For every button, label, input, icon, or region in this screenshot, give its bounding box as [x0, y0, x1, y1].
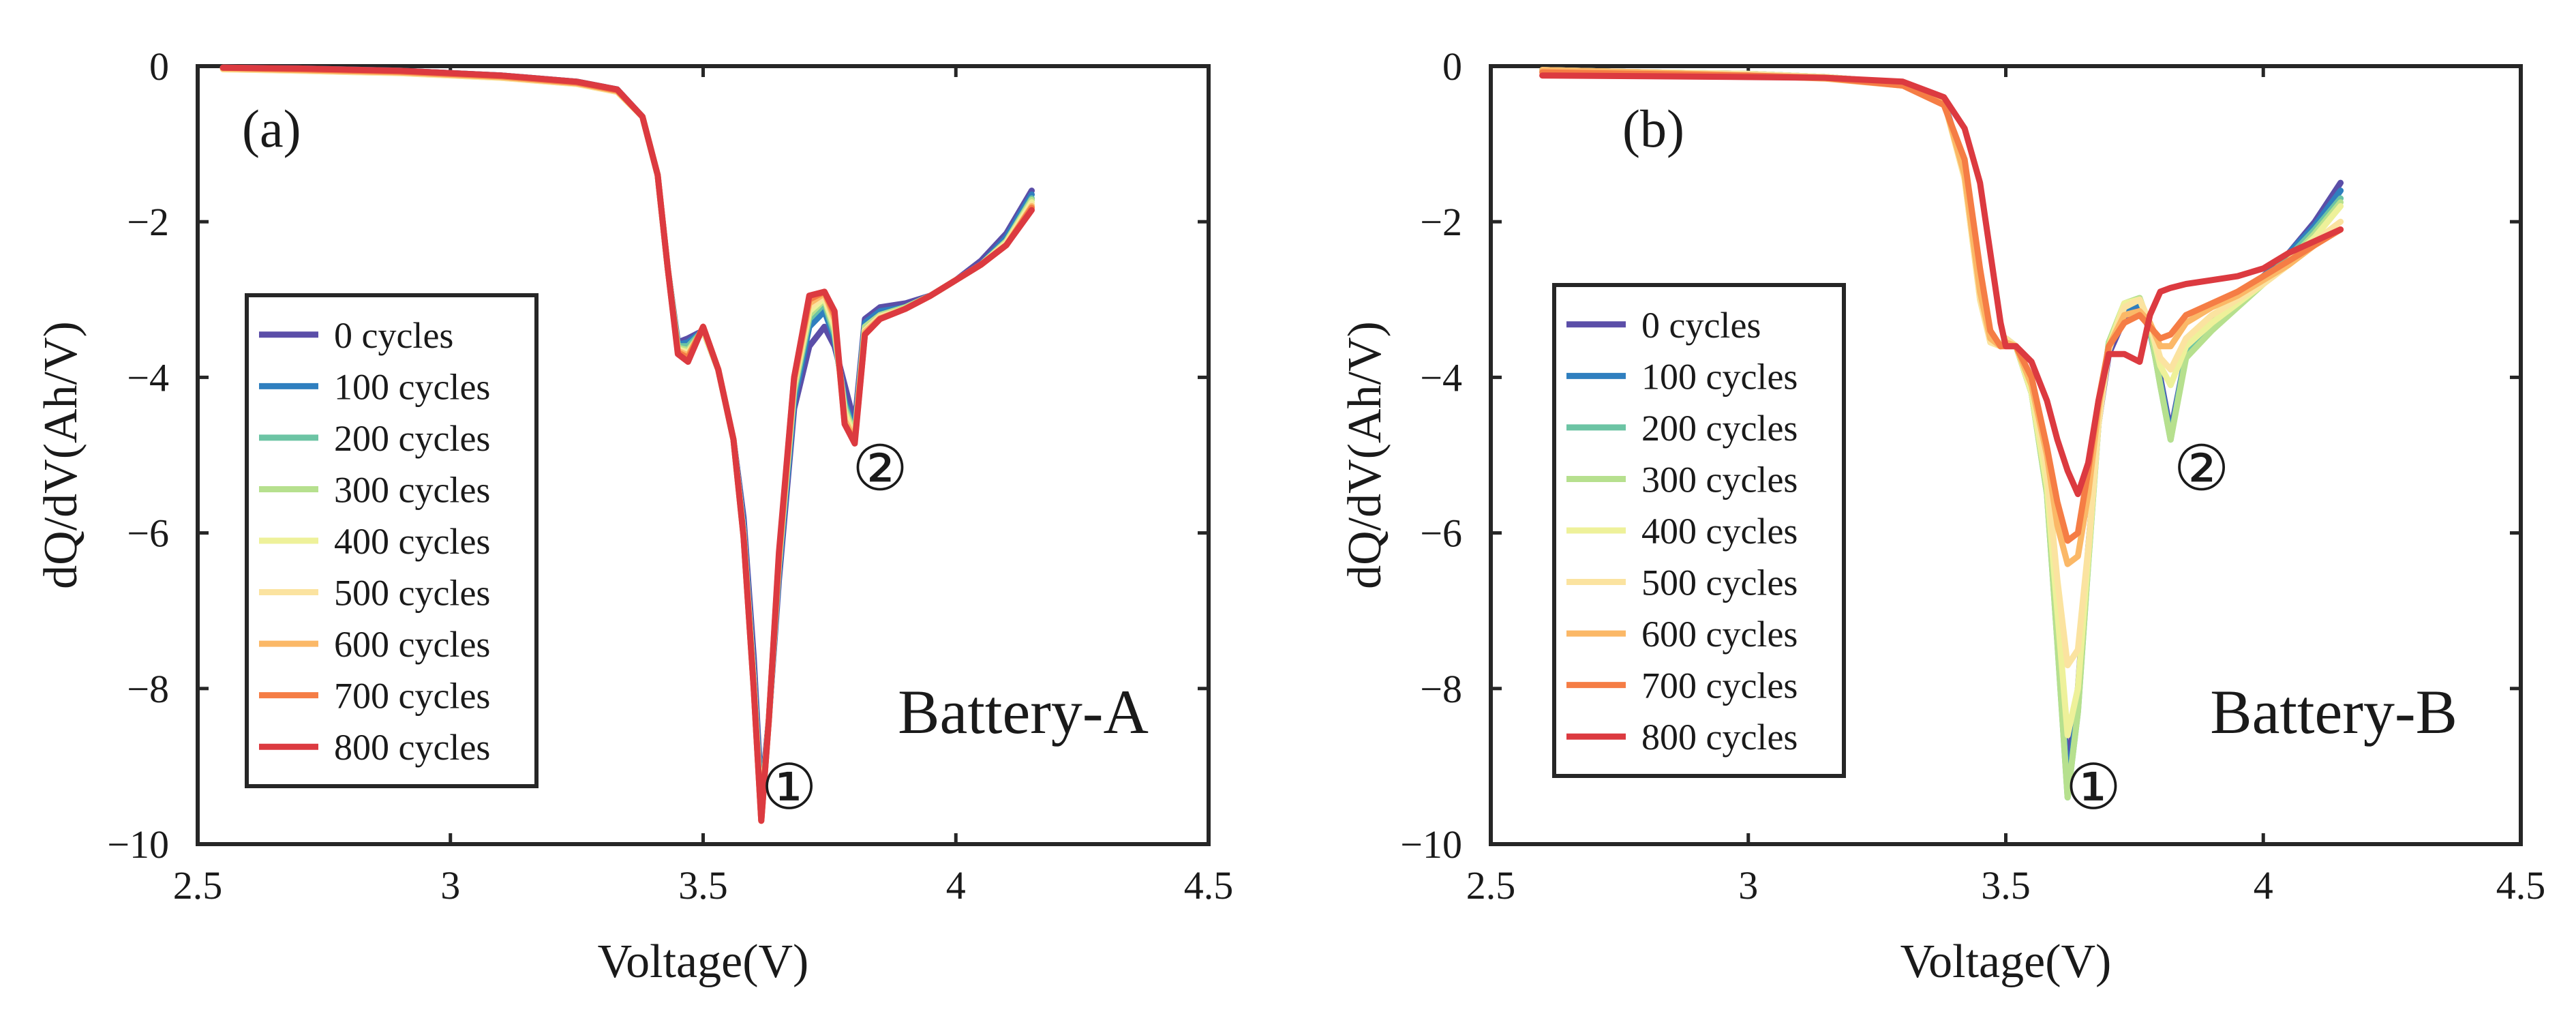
panel-b: 2.5 3 3.5 4 4.5 0 −2 −4 −6 −8 −10 Voltage(V) dQ/dV(A…	[1339, 44, 2545, 988]
y-tick-label: −6	[1420, 511, 1462, 556]
series-line-700-cycles	[1539, 69, 2344, 544]
legend-label: 400 cycles	[1641, 511, 1798, 552]
peak-annotation: ①	[2065, 753, 2121, 822]
y-tick-label: 0	[1442, 44, 1462, 89]
legend-label: 500 cycles	[334, 573, 490, 614]
legend-label: 700 cycles	[334, 676, 490, 717]
battery-label: Battery-B	[2210, 677, 2457, 747]
panel-label: (a)	[242, 99, 301, 158]
legend-label: 800 cycles	[334, 727, 490, 768]
x-tick-label: 4	[946, 863, 966, 908]
series-line-800-cycles	[219, 64, 1035, 824]
battery-label: Battery-A	[898, 677, 1149, 747]
legend-label: 500 cycles	[1641, 563, 1798, 603]
y-tick-label: −2	[127, 200, 169, 244]
y-tick-label: −2	[1420, 200, 1462, 244]
x-tick-label: 4	[2254, 863, 2273, 908]
legend-label: 300 cycles	[334, 469, 490, 510]
series-line-800-cycles	[1539, 72, 2344, 498]
y-axis-label: dQ/dV(Ah/V)	[1339, 321, 1391, 589]
legend-label: 0 cycles	[334, 315, 453, 356]
panel-label: (b)	[1622, 99, 1684, 158]
y-tick-label: −4	[1420, 355, 1462, 400]
y-tick-label: −6	[127, 511, 169, 556]
y-tick-label: −8	[127, 667, 169, 711]
legend-label: 600 cycles	[1641, 614, 1798, 655]
peak-annotation: ②	[2173, 434, 2229, 503]
peak-annotation: ①	[761, 753, 817, 822]
y-tick-label: −4	[127, 355, 169, 400]
legend-label: 300 cycles	[1641, 459, 1798, 500]
x-tick-label: 2.5	[1466, 863, 1516, 908]
x-tick-label: 4.5	[2496, 863, 2546, 908]
legend: 0 cycles 100 cycles 200 cycles 300 cycles 40…	[245, 293, 539, 788]
y-tick-label: −10	[107, 822, 169, 867]
y-tick-label: −10	[1400, 822, 1462, 867]
y-tick-label: 0	[149, 44, 169, 89]
panel-a: 2.5 3 3.5 4 4.5 0 −2 −4 −6 −8 −10 Voltage(V) dQ/dV(A…	[35, 44, 1233, 988]
y-axis-label: dQ/dV(Ah/V)	[35, 321, 87, 589]
x-tick-label: 2.5	[173, 863, 223, 908]
legend: 0 cycles 100 cycles 200 cycles 300 cycles 40…	[1552, 283, 1846, 778]
x-axis-label: Voltage(V)	[1900, 935, 2112, 988]
legend-label: 200 cycles	[334, 418, 490, 459]
x-tick-label: 3	[440, 863, 460, 908]
y-tick-label: −8	[1420, 667, 1462, 711]
legend-label: 400 cycles	[334, 521, 490, 562]
legend-label: 200 cycles	[1641, 408, 1798, 449]
legend-label: 0 cycles	[1641, 305, 1761, 346]
legend-label: 600 cycles	[334, 624, 490, 665]
legend-label: 100 cycles	[334, 366, 490, 407]
peak-annotation: ②	[852, 434, 908, 503]
legend-label: 800 cycles	[1641, 717, 1798, 758]
legend-label: 100 cycles	[1641, 356, 1798, 397]
x-tick-label: 3.5	[1981, 863, 2031, 908]
x-tick-label: 3.5	[678, 863, 728, 908]
x-tick-label: 3	[1738, 863, 1758, 908]
x-tick-label: 4.5	[1184, 863, 1234, 908]
legend-label: 700 cycles	[1641, 665, 1798, 706]
x-axis-label: Voltage(V)	[598, 935, 809, 988]
